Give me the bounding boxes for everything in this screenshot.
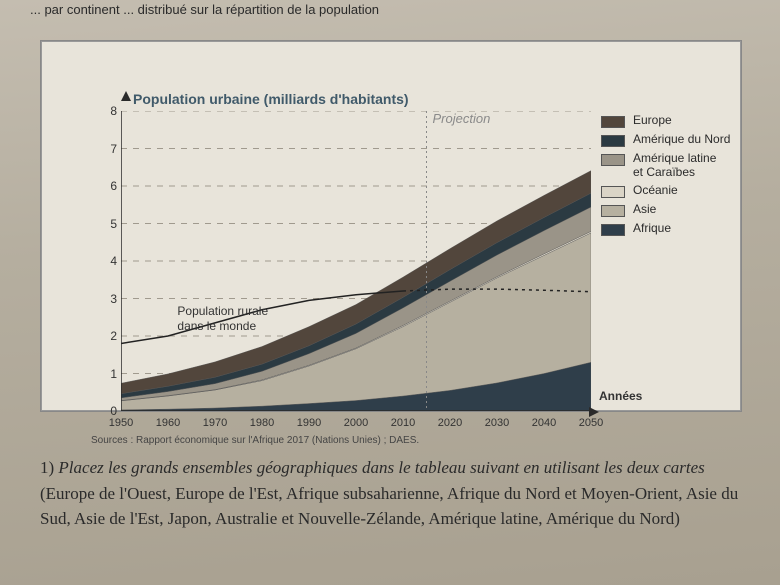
chart-plot (121, 111, 591, 411)
legend-label: Amérique latineet Caraïbes (633, 151, 716, 179)
legend-item: Afrique (601, 221, 771, 236)
y-tick-label: 2 (101, 329, 117, 343)
legend-label: Océanie (633, 183, 678, 197)
page-root: ... par continent ... distribué sur la r… (0, 0, 780, 585)
legend-swatch-icon (601, 154, 625, 166)
legend-label: Asie (633, 202, 656, 216)
legend-item: Europe (601, 113, 771, 128)
x-tick-label: 1980 (250, 417, 274, 429)
y-tick-label: 7 (101, 142, 117, 156)
legend-label: Europe (633, 113, 672, 127)
y-tick-label: 4 (101, 254, 117, 268)
y-tick-label: 1 (101, 367, 117, 381)
legend-swatch-icon (601, 116, 625, 128)
question-number: 1) (40, 458, 54, 477)
x-tick-label: 1990 (297, 417, 321, 429)
legend-item: Asie (601, 202, 771, 217)
x-tick-label: 2010 (391, 417, 415, 429)
y-tick-label: 0 (101, 404, 117, 418)
legend-item: Amérique latineet Caraïbes (601, 151, 771, 179)
question-text: 1) Placez les grands ensembles géographi… (40, 455, 740, 532)
x-tick-label: 2020 (438, 417, 462, 429)
chart-title: Population urbaine (milliards d'habitant… (133, 91, 409, 107)
legend-swatch-icon (601, 135, 625, 147)
x-tick-label: 1950 (109, 417, 133, 429)
x-tick-label: 1960 (156, 417, 180, 429)
x-tick-label: 1970 (203, 417, 227, 429)
legend-swatch-icon (601, 224, 625, 236)
chart-sources: Sources : Rapport économique sur l'Afriq… (91, 435, 419, 446)
x-tick-label: 2030 (485, 417, 509, 429)
projection-label: Projection (433, 111, 491, 126)
x-axis-arrow-icon (589, 407, 599, 417)
header-fragment: ... par continent ... distribué sur la r… (0, 0, 780, 19)
y-tick-label: 6 (101, 179, 117, 193)
x-axis-label: Années (599, 389, 642, 403)
chart-frame: Population urbaine (milliards d'habitant… (40, 40, 742, 412)
y-tick-label: 3 (101, 292, 117, 306)
rural-population-label: Population ruraledans le monde (177, 304, 268, 333)
x-tick-label: 2050 (579, 417, 603, 429)
legend-label: Afrique (633, 221, 671, 235)
y-axis-arrow-icon (121, 91, 131, 101)
legend-item: Océanie (601, 183, 771, 198)
legend-label: Amérique du Nord (633, 132, 730, 146)
legend: Europe Amérique du Nord Amérique latineet … (601, 113, 771, 240)
y-tick-label: 5 (101, 217, 117, 231)
legend-swatch-icon (601, 186, 625, 198)
y-tick-label: 8 (101, 104, 117, 118)
question-lead: Placez les grands ensembles géographique… (58, 458, 704, 477)
legend-item: Amérique du Nord (601, 132, 771, 147)
question-paren: (Europe de l'Ouest, Europe de l'Est, Afr… (40, 484, 738, 529)
x-tick-label: 2040 (532, 417, 556, 429)
x-tick-label: 2000 (344, 417, 368, 429)
legend-swatch-icon (601, 205, 625, 217)
